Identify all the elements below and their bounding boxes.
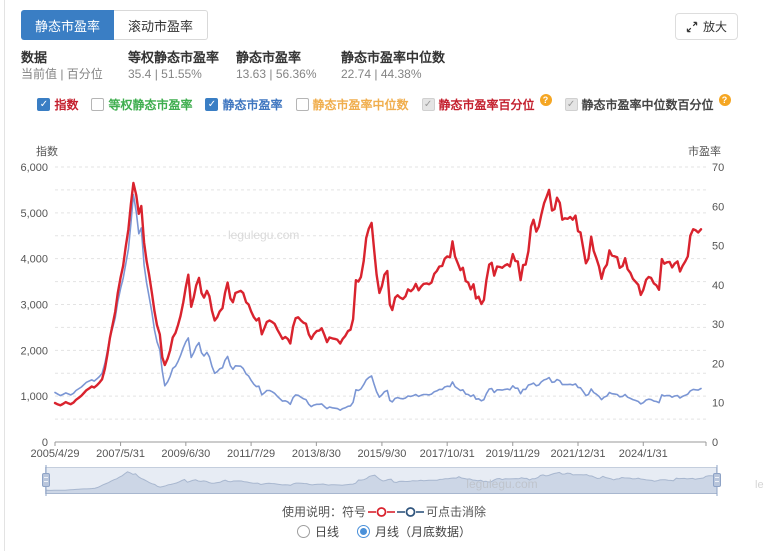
checkbox-median-pe[interactable] xyxy=(295,98,309,111)
legend-label: 静态市盈率中位数百分位 xyxy=(581,98,714,112)
y-axis-right-title: 市盈率 xyxy=(688,144,721,158)
checkbox-static-pe[interactable]: ✓ xyxy=(205,98,219,111)
help-icon[interactable]: ? xyxy=(539,93,552,106)
x-axis-label: 2017/10/31 xyxy=(420,448,475,460)
checkbox-index[interactable]: ✓ xyxy=(37,98,51,111)
index-line xyxy=(53,181,703,407)
svg-text:30: 30 xyxy=(712,319,724,331)
tab-rolling-pe[interactable]: 滚动市盈率 xyxy=(114,10,209,40)
metric-header-label: 数据 xyxy=(21,50,48,65)
usage-instructions: 使用说明：符号 可点击消除 xyxy=(0,503,768,520)
svg-text:4,000: 4,000 xyxy=(20,254,48,266)
y-axis-left: 指数 0 1,000 2,000 3,000 4,000 5,000 6,000 xyxy=(20,144,58,449)
svg-text:40: 40 xyxy=(712,280,724,292)
radio-daily-label: 日线 xyxy=(314,525,339,539)
index-series-symbol-icon[interactable] xyxy=(368,506,395,518)
svg-text:2,000: 2,000 xyxy=(20,345,48,357)
usage-prefix: 使用说明：符号 xyxy=(281,505,366,519)
chart-range-slider[interactable]: legulegu.com le xyxy=(0,464,768,498)
watermark-text: legulegu.com xyxy=(228,228,299,242)
legend-label: 静态市盈率 xyxy=(222,98,283,112)
legend-label: 等权静态市盈率 xyxy=(108,98,193,112)
pe-series-symbol-icon[interactable] xyxy=(397,506,424,518)
static-pe-line xyxy=(54,193,702,412)
svg-text:1,000: 1,000 xyxy=(20,391,48,403)
grid-lines xyxy=(55,166,706,420)
y-axis-right: 市盈率 0 10 20 30 40 50 60 70 xyxy=(688,144,724,449)
svg-text:20: 20 xyxy=(712,358,724,370)
metric-equal-weight-pe: 等权静态市盈率 35.4 | 51.55% xyxy=(128,49,222,83)
checkbox-median-pe-percentile[interactable]: ✓ xyxy=(564,98,578,111)
metric-header: 数据 当前值 | 百分位 xyxy=(21,49,114,83)
x-axis-label: 2013/8/30 xyxy=(292,448,341,460)
radio-monthly-label: 月线（月底数据） xyxy=(375,525,472,539)
metrics-summary: 数据 当前值 | 百分位 等权静态市盈率 35.4 | 51.55% 静态市盈率… xyxy=(21,49,768,83)
x-axis-label: 2007/5/31 xyxy=(96,448,145,460)
pe-tabs: 静态市盈率 滚动市盈率 xyxy=(21,10,738,40)
metric-value: 35.4 | 51.55% xyxy=(128,67,202,81)
legend-median-pe[interactable]: 静态市盈率中位数 xyxy=(295,96,409,113)
legend-label: 静态市盈率百分位 xyxy=(438,98,535,112)
metric-header-sub: 当前值 | 百分位 xyxy=(21,67,103,81)
checkbox-pe-percentile[interactable]: ✓ xyxy=(421,98,435,111)
svg-text:10: 10 xyxy=(712,398,724,410)
metric-static-pe: 静态市盈率 13.63 | 56.36% xyxy=(236,49,327,83)
legend-static-pe[interactable]: ✓ 静态市盈率 xyxy=(205,96,283,113)
enlarge-button-label: 放大 xyxy=(702,20,727,34)
svg-text:50: 50 xyxy=(712,241,724,253)
svg-text:3,000: 3,000 xyxy=(20,300,48,312)
series-legend: ✓ 指数 等权静态市盈率 ✓ 静态市盈率 静态市盈率中位数 ✓ 静态市盈率百分位… xyxy=(0,93,768,113)
legend-equal-weight-pe[interactable]: 等权静态市盈率 xyxy=(91,96,192,113)
enlarge-button[interactable]: 放大 xyxy=(674,13,738,40)
brush-handle-left[interactable] xyxy=(42,465,50,496)
metric-label: 静态市盈率中位数 xyxy=(341,50,446,65)
svg-text:70: 70 xyxy=(712,162,724,174)
svg-text:0: 0 xyxy=(42,437,48,449)
x-axis-label: 2019/11/29 xyxy=(486,448,540,460)
metric-label: 静态市盈率 xyxy=(236,50,302,65)
x-axis-label: 2024/1/31 xyxy=(619,448,668,460)
x-axis-label: 2021/12/31 xyxy=(550,448,605,460)
legend-label: 指数 xyxy=(54,98,79,112)
svg-text:60: 60 xyxy=(712,201,724,213)
legend-pe-percentile[interactable]: ✓ 静态市盈率百分位 ? xyxy=(421,93,552,113)
watermark-clip-text: le xyxy=(755,479,764,491)
radio-daily-circle[interactable] xyxy=(296,525,310,538)
legend-index[interactable]: ✓ 指数 xyxy=(37,96,78,113)
legend-label: 静态市盈率中位数 xyxy=(312,98,409,112)
x-axis-label: 2011/7/29 xyxy=(227,448,275,460)
y-axis-left-title: 指数 xyxy=(36,144,58,158)
x-axis-label: 2015/9/30 xyxy=(357,448,406,460)
legend-median-pe-percentile[interactable]: ✓ 静态市盈率中位数百分位 ? xyxy=(564,93,731,113)
radio-monthly-circle[interactable] xyxy=(357,525,370,538)
svg-text:0: 0 xyxy=(712,437,718,449)
brush-minimap-area xyxy=(45,471,718,494)
pe-history-chart: 2005/4/29 2007/5/31 2009/6/30 2011/7/29 2013… xyxy=(20,144,724,460)
tab-static-pe[interactable]: 静态市盈率 xyxy=(21,10,115,40)
help-icon[interactable]: ? xyxy=(718,93,731,106)
radio-daily[interactable]: 日线 xyxy=(296,523,339,540)
metric-median-pe: 静态市盈率中位数 22.74 | 44.38% xyxy=(341,49,445,83)
brush-handle-right[interactable] xyxy=(713,465,721,496)
x-axis-label: 2009/6/30 xyxy=(161,448,210,460)
usage-suffix: 可点击消除 xyxy=(426,505,487,519)
brush-watermark-text: legulegu.com xyxy=(466,477,537,491)
expand-icon xyxy=(686,21,698,32)
metric-value: 13.63 | 56.36% xyxy=(236,67,317,81)
frequency-options: 日线 月线（月底数据） xyxy=(0,523,768,540)
metric-label: 等权静态市盈率 xyxy=(128,50,220,65)
panel-left-border xyxy=(4,0,5,551)
radio-monthly[interactable]: 月线（月底数据） xyxy=(357,523,471,540)
svg-text:6,000: 6,000 xyxy=(20,162,48,174)
x-axis: 2005/4/29 2007/5/31 2009/6/30 2011/7/29 2013… xyxy=(31,441,707,460)
svg-text:5,000: 5,000 xyxy=(20,208,48,220)
metric-value: 22.74 | 44.38% xyxy=(341,67,422,81)
checkbox-equal-weight-pe[interactable] xyxy=(91,98,105,111)
x-axis-label: 2005/4/29 xyxy=(31,448,80,460)
